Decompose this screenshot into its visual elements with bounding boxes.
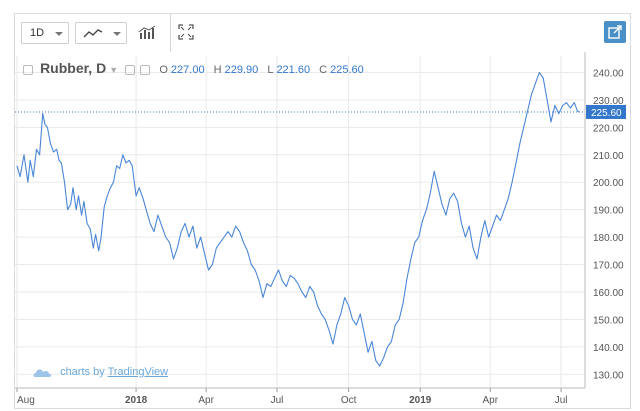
interval-dropdown[interactable]: 1D [21,22,69,44]
y-tick-label: 230.00 [593,96,624,107]
y-tick-label: 200.00 [593,178,624,189]
y-tick-label: 240.00 [593,68,624,79]
share-icon [608,25,622,39]
attribution-brand[interactable]: TradingView [107,366,169,378]
share-button[interactable] [604,21,626,43]
y-tick-label: 150.00 [593,315,624,326]
low-label: L [267,64,274,76]
open-value: 227.00 [170,64,205,76]
x-tick-label: Aug [17,395,35,406]
collapse-icon[interactable] [23,65,33,76]
symbol-label: Rubber, D [40,60,107,76]
toolbar-divider [170,14,171,52]
y-tick-label: 140.00 [593,343,624,354]
y-tick-label: 210.00 [593,151,624,162]
line-chart-icon [83,29,103,38]
y-tick-label: 190.00 [593,206,624,217]
chevron-down-icon [55,32,63,36]
fullscreen-icon [178,24,194,40]
last-price-label: 225.60 [591,108,622,119]
last-price-badge [586,104,626,119]
close-label: C [319,64,328,76]
chevron-down-icon[interactable]: ▼ [109,65,119,75]
indicators-button[interactable] [133,22,167,44]
interval-label: 1D [30,27,45,39]
attribution-prefix: charts by [60,366,105,378]
attribution[interactable]: charts by TradingView [33,366,168,378]
x-tick-label: Oct [341,395,357,406]
price-series-line [16,71,580,367]
close-value: 225.60 [330,64,364,76]
chart-widget: 1D [14,13,631,409]
y-tick-label: 180.00 [593,233,624,244]
open-label: O [159,64,168,76]
chart-legend: Rubber, D ▼ O 227.00 H 229.90 L 221.60 C 225… [23,60,364,76]
x-tick-label: Apr [198,395,214,406]
x-tick-label: 2018 [125,395,148,406]
chevron-down-icon [113,32,121,36]
chart-toolbar: 1D [15,14,630,52]
x-tick-label: Jul [555,395,568,406]
chart-style-dropdown[interactable] [75,22,127,44]
high-label: H [213,64,222,76]
y-tick-label: 130.00 [593,370,624,381]
eye-icon[interactable] [125,65,136,76]
x-tick-label: Apr [482,395,498,406]
y-tick-label: 170.00 [593,261,624,272]
y-tick-label: 220.00 [593,123,624,134]
y-tick-label: 160.00 [593,288,624,299]
cloud-icon [33,369,52,378]
x-tick-label: Jul [271,395,284,406]
settings-icon[interactable] [140,65,151,76]
price-chart[interactable]: 130.00 140.00 150.00 160.00 170.00 180.00 190.… [15,52,630,408]
high-value: 229.90 [224,64,259,76]
indicators-icon [138,25,156,39]
x-tick-label: 2019 [409,395,432,406]
fullscreen-button[interactable] [173,22,201,44]
low-value: 221.60 [276,64,311,76]
